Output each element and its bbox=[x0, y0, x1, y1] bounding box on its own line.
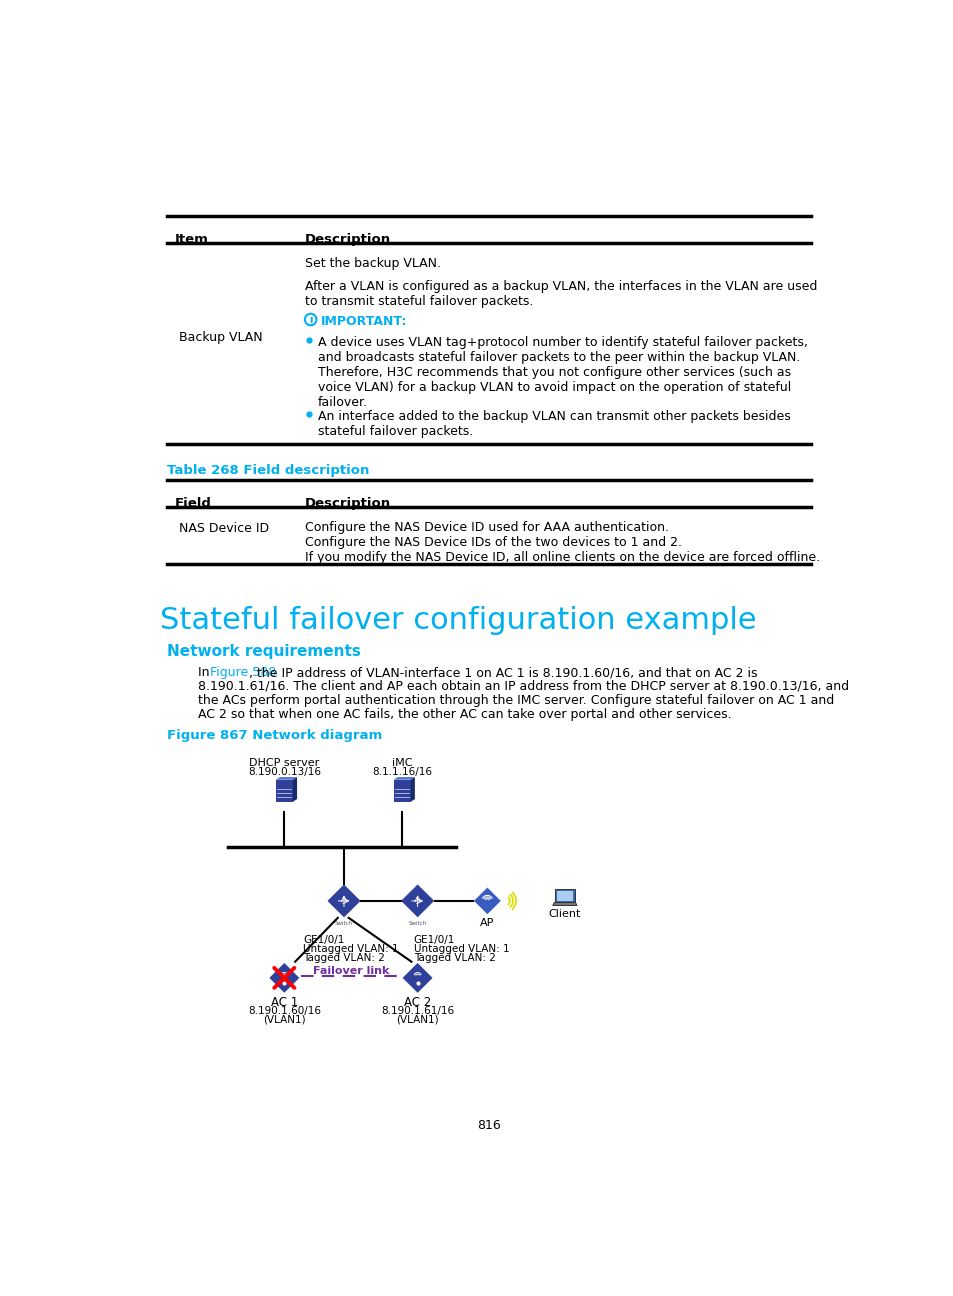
Text: Field: Field bbox=[174, 496, 212, 509]
Text: Figure 588: Figure 588 bbox=[210, 666, 275, 679]
Text: GE1/0/1: GE1/0/1 bbox=[303, 934, 344, 945]
Text: Stateful failover configuration example: Stateful failover configuration example bbox=[159, 607, 756, 635]
Text: Description: Description bbox=[305, 232, 391, 245]
Text: Tagged VLAN: 2: Tagged VLAN: 2 bbox=[414, 954, 496, 963]
Text: A device uses VLAN tag+protocol number to identify stateful failover packets,
an: A device uses VLAN tag+protocol number t… bbox=[317, 337, 806, 410]
Polygon shape bbox=[552, 902, 577, 906]
Text: Set the backup VLAN.: Set the backup VLAN. bbox=[305, 257, 441, 270]
Polygon shape bbox=[555, 889, 574, 902]
Text: GE1/0/1: GE1/0/1 bbox=[414, 934, 455, 945]
Polygon shape bbox=[556, 890, 573, 901]
Text: Table 268 Field description: Table 268 Field description bbox=[167, 464, 369, 477]
Text: 8.190.1.61/16: 8.190.1.61/16 bbox=[380, 1006, 454, 1016]
Text: Item: Item bbox=[174, 232, 209, 245]
Polygon shape bbox=[275, 778, 296, 780]
Text: Figure 867 Network diagram: Figure 867 Network diagram bbox=[167, 730, 382, 743]
Text: 8.190.1.60/16: 8.190.1.60/16 bbox=[248, 1006, 320, 1016]
Polygon shape bbox=[410, 778, 415, 802]
Text: Network requirements: Network requirements bbox=[167, 644, 361, 660]
Text: Configure the NAS Device ID used for AAA authentication.: Configure the NAS Device ID used for AAA… bbox=[305, 521, 669, 534]
Text: !: ! bbox=[308, 316, 313, 329]
Text: AP: AP bbox=[479, 918, 494, 928]
Text: IMPORTANT:: IMPORTANT: bbox=[320, 315, 407, 328]
Text: iMC: iMC bbox=[392, 758, 412, 767]
Text: (VLAN1): (VLAN1) bbox=[395, 1015, 438, 1025]
Text: the ACs perform portal authentication through the IMC server. Configure stateful: the ACs perform portal authentication th… bbox=[198, 693, 834, 706]
Text: AC 2: AC 2 bbox=[403, 997, 431, 1010]
Text: 8.190.1.61/16. The client and AP each obtain an IP address from the DHCP server : 8.190.1.61/16. The client and AP each ob… bbox=[198, 680, 848, 693]
Polygon shape bbox=[275, 780, 293, 802]
Text: 816: 816 bbox=[476, 1118, 500, 1131]
Text: 8.190.0.13/16: 8.190.0.13/16 bbox=[248, 767, 320, 776]
Text: NAS Device ID: NAS Device ID bbox=[179, 522, 269, 535]
Polygon shape bbox=[269, 963, 299, 993]
Text: An interface added to the backup VLAN can transmit other packets besides
statefu: An interface added to the backup VLAN ca… bbox=[317, 411, 790, 438]
Text: Switch: Switch bbox=[408, 921, 426, 925]
Polygon shape bbox=[400, 884, 435, 918]
Polygon shape bbox=[293, 778, 296, 802]
Text: Tagged VLAN: 2: Tagged VLAN: 2 bbox=[303, 954, 384, 963]
Text: In: In bbox=[198, 666, 213, 679]
Text: Untagged VLAN: 1: Untagged VLAN: 1 bbox=[414, 943, 509, 954]
Text: After a VLAN is configured as a backup VLAN, the interfaces in the VLAN are used: After a VLAN is configured as a backup V… bbox=[305, 280, 817, 308]
Text: DHCP server: DHCP server bbox=[249, 758, 319, 767]
Text: Switch: Switch bbox=[335, 921, 353, 925]
Text: Configure the NAS Device IDs of the two devices to 1 and 2.: Configure the NAS Device IDs of the two … bbox=[305, 537, 681, 550]
Text: AC 1: AC 1 bbox=[271, 997, 297, 1010]
Text: AC 2 so that when one AC fails, the other AC can take over portal and other serv: AC 2 so that when one AC fails, the othe… bbox=[198, 708, 731, 721]
Text: Untagged VLAN: 1: Untagged VLAN: 1 bbox=[303, 943, 398, 954]
Text: (VLAN1): (VLAN1) bbox=[263, 1015, 305, 1025]
Text: Description: Description bbox=[305, 496, 391, 509]
Text: Client: Client bbox=[548, 908, 580, 919]
Polygon shape bbox=[394, 780, 410, 802]
Text: 8.1.1.16/16: 8.1.1.16/16 bbox=[372, 767, 432, 776]
Text: If you modify the NAS Device ID, all online clients on the device are forced off: If you modify the NAS Device ID, all onl… bbox=[305, 551, 820, 564]
Polygon shape bbox=[394, 778, 415, 780]
Polygon shape bbox=[327, 884, 360, 918]
Polygon shape bbox=[402, 963, 433, 993]
Text: Failover link: Failover link bbox=[313, 966, 389, 976]
Polygon shape bbox=[473, 886, 500, 915]
Text: Backup VLAN: Backup VLAN bbox=[179, 330, 262, 345]
Text: , the IP address of VLAN-interface 1 on AC 1 is 8.190.1.60/16, and that on AC 2 : , the IP address of VLAN-interface 1 on … bbox=[249, 666, 757, 679]
